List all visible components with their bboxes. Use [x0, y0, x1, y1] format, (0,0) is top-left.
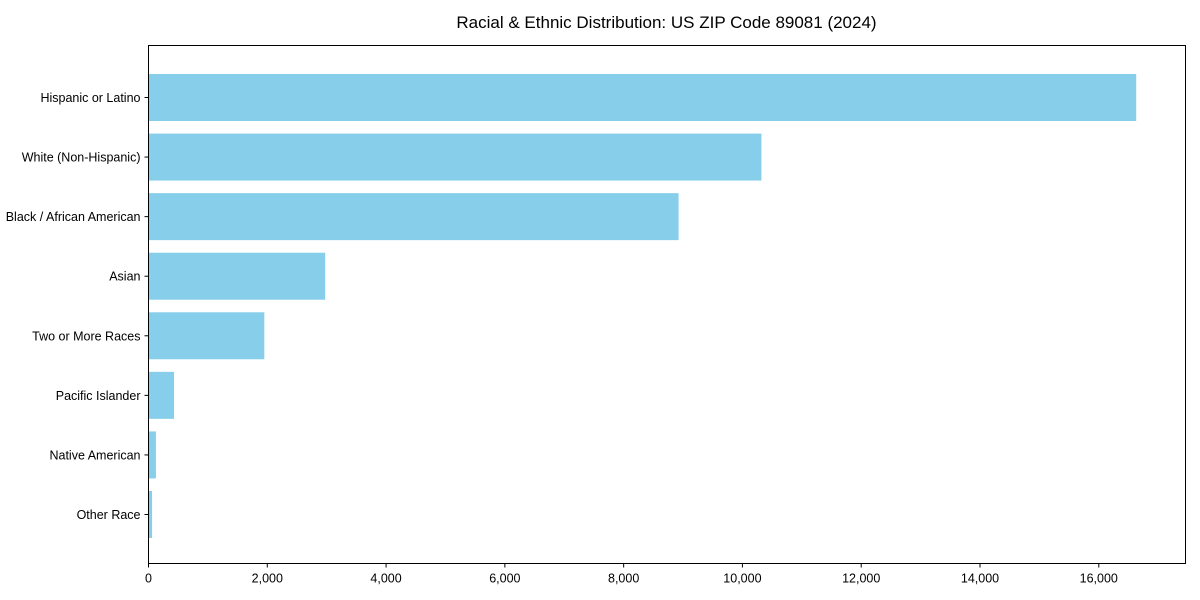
y-category-label-white-non-hispanic: White (Non-Hispanic)	[22, 151, 141, 165]
bar-hispanic-or-latino	[148, 74, 1137, 121]
y-category-label-other-race: Other Race	[77, 508, 141, 522]
y-category-label-hispanic-or-latino: Hispanic or Latino	[40, 91, 140, 105]
x-tick-label-8: 16,000	[1080, 572, 1118, 586]
x-tick-label-5: 10,000	[723, 572, 761, 586]
y-category-label-native-american: Native American	[49, 448, 140, 462]
plot-frame	[148, 45, 1186, 564]
y-category-label-pacific-islander: Pacific Islander	[56, 389, 141, 403]
bar-two-or-more-races	[148, 312, 265, 360]
x-tick-label-2: 4,000	[370, 572, 401, 586]
bar-black-african-american	[148, 193, 679, 241]
bar-asian	[148, 252, 326, 300]
x-tick-label-6: 12,000	[842, 572, 880, 586]
x-tick-label-4: 8,000	[608, 572, 639, 586]
bar-white-non-hispanic	[148, 133, 762, 181]
y-category-label-two-or-more-races: Two or More Races	[32, 329, 140, 343]
bar-pacific-islander	[148, 371, 175, 419]
chart-title: Racial & Ethnic Distribution: US ZIP Cod…	[456, 13, 877, 32]
x-tick-label-7: 14,000	[961, 572, 999, 586]
bar-native-american	[148, 431, 156, 479]
y-category-label-asian: Asian	[109, 270, 140, 284]
x-tick-label-0: 0	[145, 572, 152, 586]
y-category-label-black-african-american: Black / African American	[6, 210, 141, 224]
x-tick-label-1: 2,000	[252, 572, 283, 586]
x-tick-label-3: 6,000	[489, 572, 520, 586]
bar-other-race	[148, 491, 153, 538]
